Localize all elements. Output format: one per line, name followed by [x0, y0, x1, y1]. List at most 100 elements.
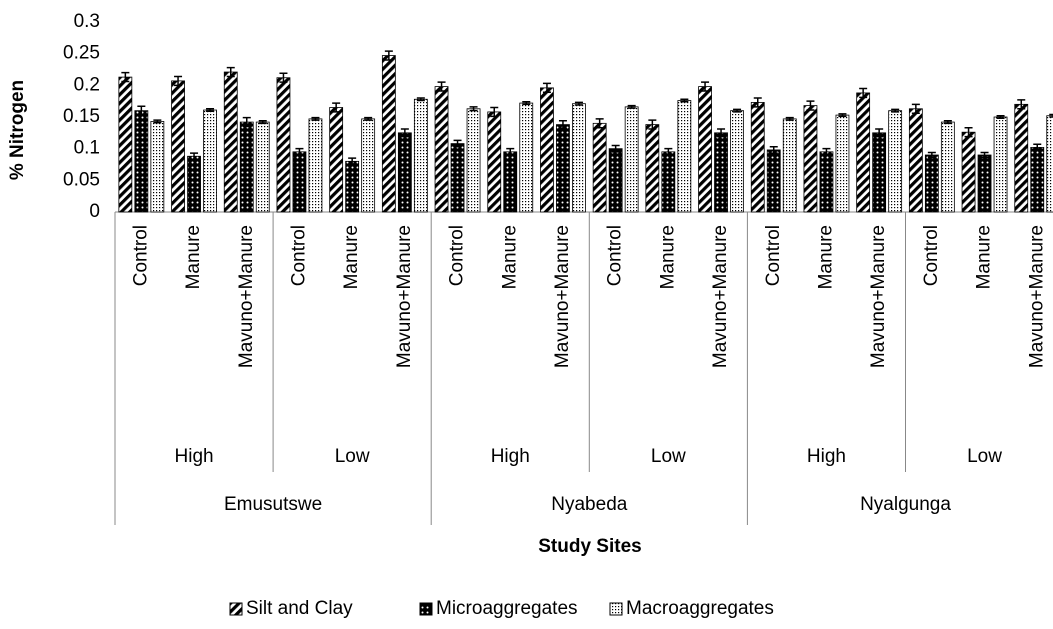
x-tick-label: Manure — [499, 225, 520, 289]
bar — [1030, 146, 1045, 213]
error-bar — [190, 152, 199, 161]
x-tick-label: Mavuno+Manure — [552, 225, 573, 368]
error-bar — [943, 120, 952, 125]
x-tick-label: Manure — [183, 225, 204, 289]
bar — [519, 102, 534, 213]
error-bar — [733, 108, 742, 113]
bar — [730, 110, 744, 213]
error-bar — [384, 50, 393, 61]
bar — [1014, 103, 1029, 213]
legend-swatch — [609, 602, 623, 616]
error-bar — [153, 119, 162, 124]
y-tick-label: 0.1 — [74, 138, 100, 159]
level2-label: High — [175, 446, 214, 467]
bar — [803, 105, 818, 213]
y-tick-label: 0.05 — [63, 169, 100, 190]
bar — [661, 151, 676, 213]
bar — [203, 109, 217, 213]
bar — [276, 77, 291, 213]
error-bar — [506, 147, 515, 156]
x-tick-label: Manure — [657, 225, 678, 289]
error-bar — [416, 97, 425, 102]
x-tick-label: Control — [605, 225, 626, 286]
level3-label: Emusutswe — [224, 494, 322, 515]
level2-label: Low — [967, 446, 1002, 467]
error-bar — [595, 118, 604, 129]
level2-label: High — [491, 446, 530, 467]
error-bar — [174, 75, 183, 87]
bar — [397, 132, 412, 213]
bar — [856, 92, 871, 213]
error-bar — [680, 98, 689, 103]
error-bar — [891, 108, 900, 113]
error-bar — [664, 147, 673, 156]
bar — [608, 148, 623, 213]
bar — [223, 71, 238, 213]
bar — [308, 118, 323, 213]
bar — [150, 121, 165, 213]
error-bar — [348, 157, 357, 166]
bar — [466, 108, 481, 213]
y-tick-label: 0.3 — [74, 11, 100, 32]
bar — [503, 151, 518, 213]
bar — [118, 76, 133, 213]
error-bar — [469, 106, 478, 112]
x-tick-label: Control — [130, 225, 151, 286]
bar — [434, 86, 449, 213]
bar — [977, 154, 992, 213]
x-tick-label: Control — [288, 225, 309, 286]
error-bar — [838, 113, 847, 118]
error-bar — [437, 81, 446, 92]
bar — [487, 111, 502, 213]
x-tick-label: Control — [921, 225, 942, 286]
x-tick-label: Manure — [974, 225, 995, 289]
error-bar — [206, 108, 215, 113]
bar — [835, 114, 850, 213]
error-bar — [822, 147, 831, 156]
error-bar — [806, 100, 815, 111]
y-axis-title: % Nitrogen — [7, 80, 28, 180]
bar — [592, 122, 607, 213]
error-bar — [911, 103, 920, 114]
error-bar — [1017, 99, 1026, 110]
y-tick-label: 0 — [89, 201, 100, 222]
error-bar — [522, 101, 531, 106]
bar — [1046, 115, 1053, 213]
bar — [345, 160, 360, 213]
bar — [888, 110, 903, 213]
bar — [292, 151, 307, 213]
error-bar — [1033, 143, 1042, 152]
bar — [329, 107, 344, 213]
error-bar — [279, 72, 288, 83]
error-bar — [927, 151, 936, 159]
bar — [187, 155, 201, 213]
error-bar — [258, 120, 267, 125]
bar — [940, 121, 955, 213]
level3-label: Nyalgunga — [860, 494, 951, 515]
x-tick-label: Control — [447, 225, 468, 286]
bar — [361, 118, 376, 213]
error-bar — [121, 71, 130, 83]
error-bar — [611, 144, 620, 153]
error-bar — [859, 87, 868, 99]
bar — [572, 103, 586, 213]
bar — [171, 80, 185, 213]
bar — [698, 86, 712, 213]
legend-swatch — [419, 602, 433, 616]
error-bar — [785, 116, 794, 121]
error-bar — [364, 116, 373, 121]
bar — [624, 106, 639, 213]
legend-label: Macroaggregates — [626, 598, 774, 619]
level2-label: Low — [651, 446, 686, 467]
x-tick-label: Mavuno+Manure — [1026, 225, 1047, 368]
error-bar — [769, 146, 778, 154]
error-bar — [753, 97, 762, 108]
error-bar — [311, 116, 320, 121]
bar — [556, 124, 570, 213]
bar — [872, 132, 887, 213]
error-bar — [400, 128, 409, 138]
bar — [766, 149, 781, 213]
x-tick-label: Control — [763, 225, 784, 286]
error-bar — [558, 120, 567, 130]
